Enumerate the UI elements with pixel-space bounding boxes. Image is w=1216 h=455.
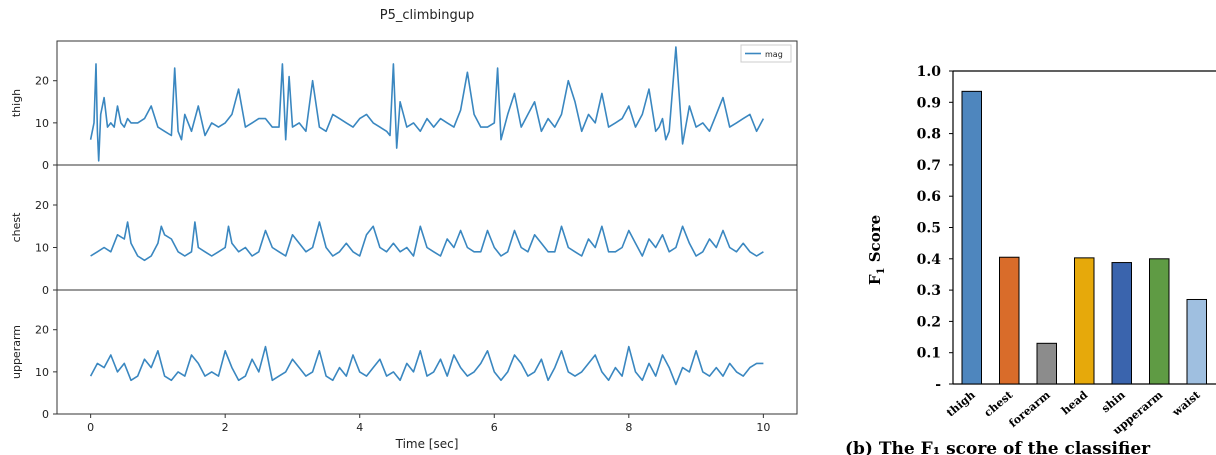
y-tick-label: 10 [35,242,49,255]
bar-forearm [1036,342,1057,385]
x-tick-label: forearm [1006,388,1052,430]
y-tick-label: 20 [35,75,49,88]
y-axis-label: F1 Score [866,215,887,285]
series-line-upperarm [89,345,764,386]
panel-frame [56,164,798,291]
ylabel-score: Score [866,215,884,268]
bar-shin [1111,262,1132,385]
panel-frame [56,289,798,415]
bar-thigh [961,90,982,385]
panel-thigh: 0 10 20 thigh mag [10,40,798,172]
x-tick-label: thigh [944,388,978,419]
x-tick-label: waist [1169,388,1203,420]
x-tick-label: 10 [756,421,770,434]
panel-ylabel: upperarm [10,325,23,379]
x-tick-label: 4 [356,421,363,434]
y-tick-label: 0 [42,408,49,421]
bar-upperarm [1149,258,1170,385]
panel-chest: 0 10 20 chest [10,164,798,297]
x-axis-label: Time [sec] [395,437,459,451]
x-tick-label: 6 [491,421,498,434]
bar-head [1074,257,1095,385]
sensor-signal-chart: P5_climbingup 01020thighmag01020chest010… [10,8,798,451]
panel-frame [56,40,798,166]
panel-upperarm: 0 10 20 upperarm [10,289,798,421]
bar-chest [999,256,1020,385]
y-tick-label: 0.9 [917,95,941,111]
y-tick-label: 0.8 [917,127,941,143]
ylabel-subscript: 1 [876,268,887,275]
legend-box [740,44,792,63]
figure-caption: (b) The F₁ score of the classifier [845,439,1151,455]
y-tick-label: 0.6 [917,189,941,205]
y-tick-label: 10 [35,366,49,379]
y-tick-label: 0 [42,284,49,297]
x-tick-label: head [1059,388,1090,417]
panel-ylabel: chest [10,212,23,243]
bar-waist [1186,298,1207,385]
y-tick-label: 0 [42,159,49,172]
y-tick-label: 0.5 [917,221,941,237]
y-tick-label: 20 [35,324,49,337]
y-tick-label: 0.7 [917,158,941,174]
y-tick-label: 0.4 [917,252,942,268]
x-tick-label: chest [982,388,1016,420]
x-tick-label: 0 [87,421,94,434]
y-tick-label: 1.0 [917,64,942,80]
y-tick-label: 0.1 [917,346,941,362]
legend: mag [740,44,792,63]
series-line-chest [90,221,764,262]
y-tick-label: 0.3 [917,283,941,299]
y-tick-label: 10 [35,117,49,130]
x-tick-label: 8 [625,421,632,434]
chart-title: P5_climbingup [380,8,475,23]
y-tick-label: 20 [35,199,49,212]
panel-ylabel: thigh [10,89,23,117]
ylabel-f: F [866,274,884,285]
legend-label: mag [765,50,783,59]
series-line-thigh [89,46,765,162]
x-tick-label: 2 [222,421,229,434]
y-tick-label: 0.2 [917,314,941,330]
y-tick-label: - [935,377,941,393]
f1-score-bar-chart: - 0.1 0.2 0.3 0.4 0.5 0.6 0.7 0.8 0.9 1.0 thigh che… [845,64,1216,455]
x-tick-label: shin [1099,388,1128,415]
